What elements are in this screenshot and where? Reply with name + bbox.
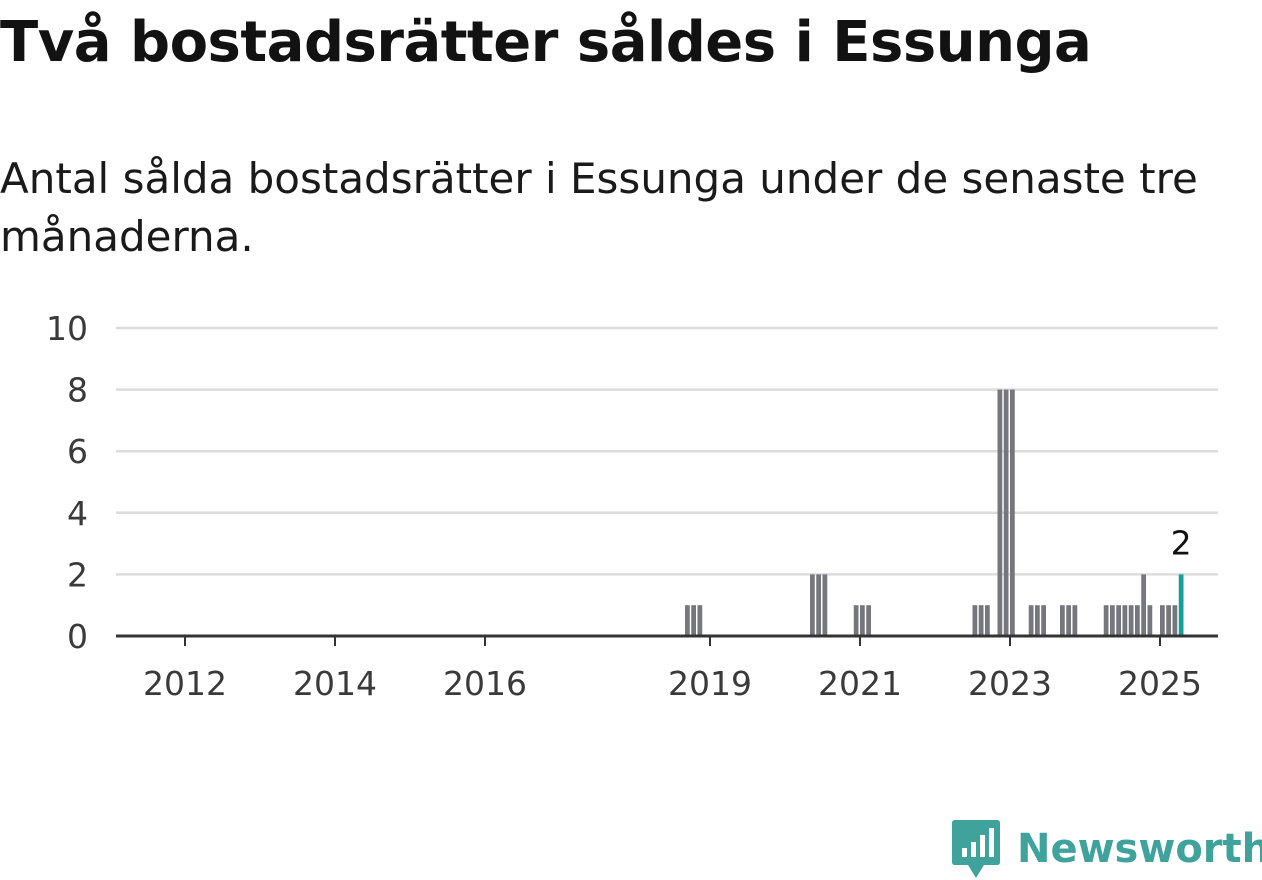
bar [1072, 605, 1078, 636]
y-tick-label: 8 [67, 371, 88, 410]
x-axis-ticks [184, 636, 1161, 646]
bar [1141, 574, 1146, 636]
y-axis-labels: 0 2 4 6 8 10 [46, 309, 88, 656]
bar [1172, 605, 1178, 636]
brand-name: Newsworthy [1017, 826, 1262, 872]
bar [1010, 389, 1015, 636]
bar [1160, 605, 1165, 636]
bar [1166, 605, 1171, 636]
y-tick-label: 10 [46, 309, 88, 348]
chart-subtitle: Antal sålda bostadsrätter i Essunga unde… [0, 154, 1198, 261]
bar [822, 574, 828, 636]
chart-title: Två bostadsrätter såldes i Essunga [0, 10, 1092, 75]
data-labels: 2 [1171, 523, 1192, 562]
bar-value-label: 2 [1171, 523, 1192, 562]
bar [685, 605, 690, 636]
x-tick-label: 2023 [968, 664, 1052, 703]
bar [1122, 605, 1128, 636]
newsworthy-logo: Newsworthy [951, 818, 1262, 880]
bars [685, 389, 1184, 636]
x-tick-label: 2021 [818, 664, 902, 703]
bar [985, 605, 990, 636]
bar [1035, 605, 1040, 636]
bar [1135, 605, 1140, 636]
bar [1103, 605, 1109, 636]
bar [860, 605, 865, 636]
y-tick-label: 0 [67, 617, 88, 656]
y-tick-label: 4 [67, 494, 88, 533]
bar-highlight [1178, 574, 1184, 636]
newsworthy-logo-icon [952, 820, 1000, 878]
y-tick-label: 2 [67, 555, 88, 594]
bar [1110, 605, 1115, 636]
x-tick-label: 2016 [443, 664, 527, 703]
bar [866, 605, 871, 636]
bar [1128, 605, 1134, 636]
bar [978, 605, 984, 636]
bar [1060, 605, 1065, 636]
bar [691, 605, 696, 636]
y-tick-label: 6 [67, 432, 88, 471]
bar [1116, 605, 1121, 636]
bar [1066, 605, 1071, 636]
bar [816, 574, 821, 636]
bar [1041, 605, 1046, 636]
x-tick-label: 2012 [143, 664, 227, 703]
bar [1028, 605, 1034, 636]
bar [972, 605, 978, 636]
bar [853, 605, 859, 636]
x-tick-label: 2025 [1118, 664, 1202, 703]
bar [810, 574, 815, 636]
bar-chart: 0 2 4 6 8 10 2012 2014 2016 2019 2021 2023 2025 2 [46, 309, 1218, 703]
bar [997, 389, 1003, 636]
bar [1147, 605, 1153, 636]
gridlines [116, 326, 1218, 576]
x-tick-label: 2014 [293, 664, 377, 703]
x-tick-label: 2019 [668, 664, 752, 703]
x-axis-labels: 2012 2014 2016 2019 2021 2023 2025 [143, 664, 1202, 703]
bar [697, 605, 703, 636]
bar [1003, 389, 1009, 636]
